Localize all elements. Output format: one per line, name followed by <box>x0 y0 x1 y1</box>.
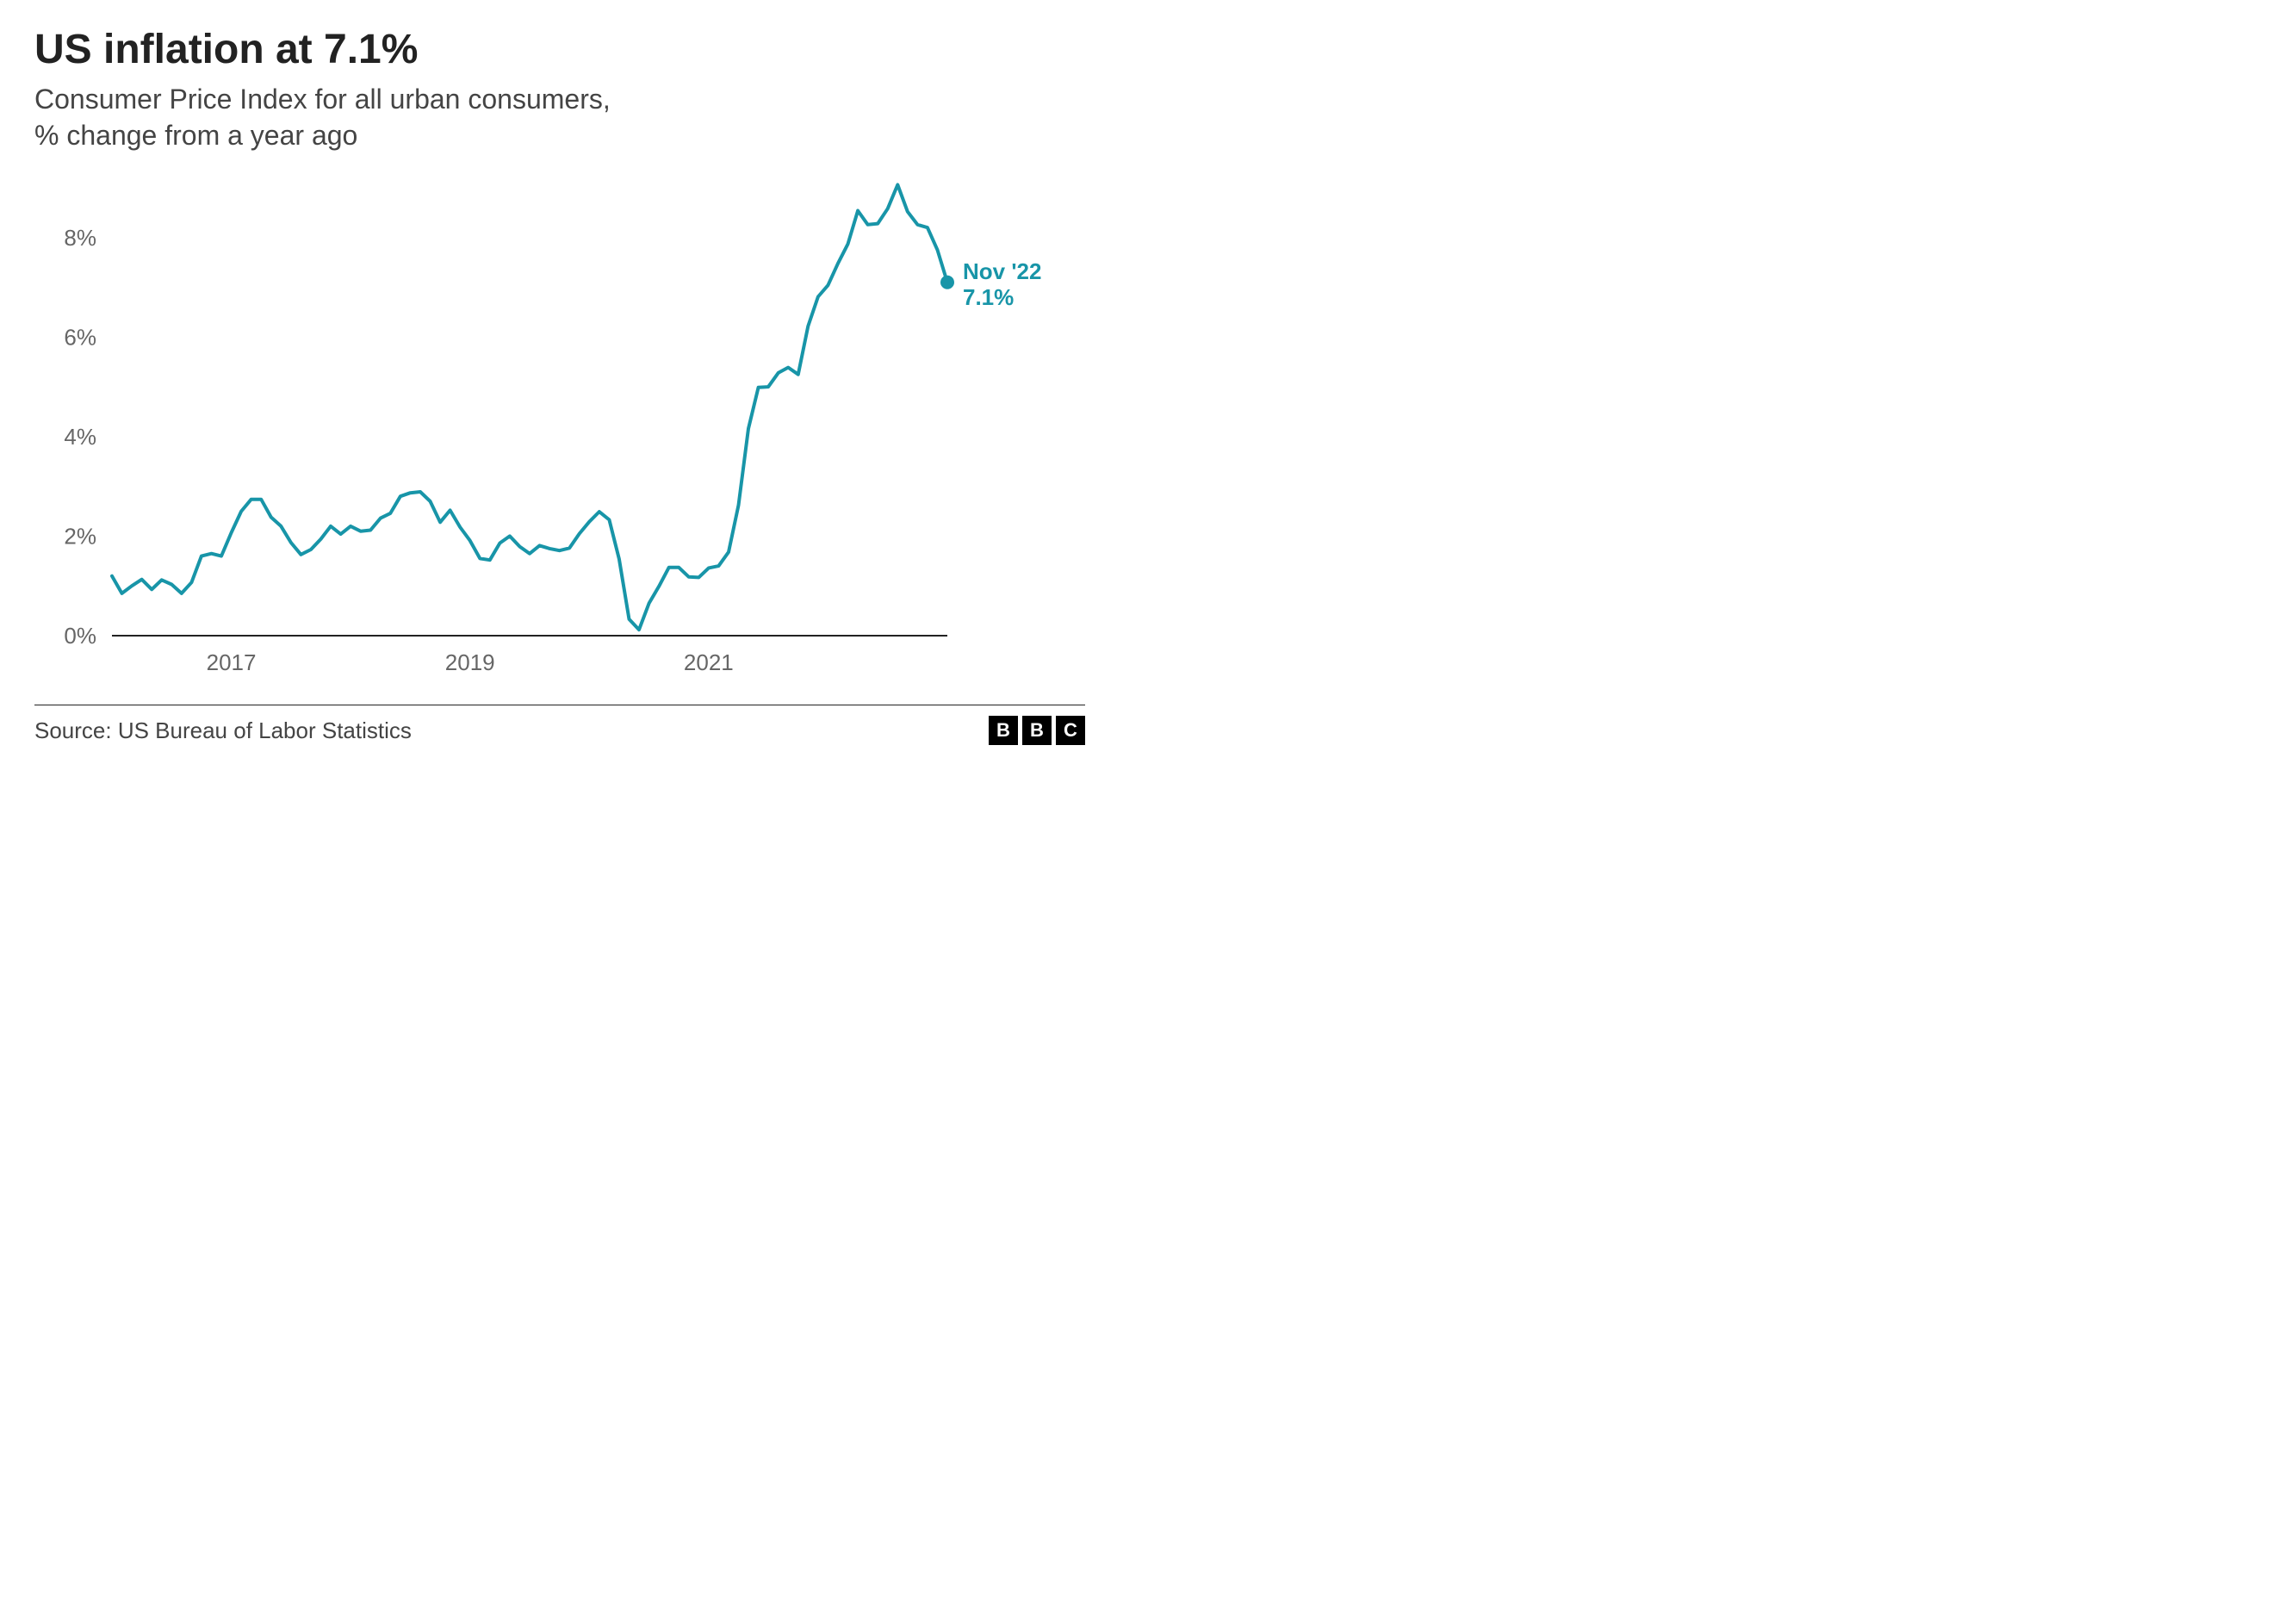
bbc-logo-letter: B <box>1022 716 1052 745</box>
source-text: Source: US Bureau of Labor Statistics <box>34 717 412 744</box>
bbc-logo-letter: C <box>1056 716 1085 745</box>
endpoint-marker <box>940 276 954 289</box>
endpoint-label-line-2: 7.1% <box>963 284 1014 310</box>
x-axis-tick-label: 2017 <box>207 649 257 675</box>
line-chart-svg: 0% 2% 4% 6% 8% 2017 2019 2021 Nov '227.1% <box>34 171 1085 687</box>
subtitle-line-2: % change from a year ago <box>34 120 357 151</box>
x-axis-tick-label: 2021 <box>684 649 734 675</box>
chart-subtitle: Consumer Price Index for all urban consu… <box>34 82 1085 153</box>
y-axis-tick-label: 4% <box>64 424 96 450</box>
y-axis-tick-label: 2% <box>64 524 96 550</box>
y-axis-tick-label: 0% <box>64 623 96 649</box>
endpoint-label-line-1: Nov '22 <box>963 258 1041 284</box>
chart-footer: Source: US Bureau of Labor Statistics BB… <box>34 705 1085 745</box>
y-axis-tick-label: 6% <box>64 325 96 351</box>
x-axis-tick-label: 2019 <box>445 649 495 675</box>
chart-area: 0% 2% 4% 6% 8% 2017 2019 2021 Nov '227.1% <box>34 171 1085 687</box>
subtitle-line-1: Consumer Price Index for all urban consu… <box>34 84 611 115</box>
bbc-logo-letter: B <box>989 716 1018 745</box>
y-axis-tick-label: 8% <box>64 225 96 251</box>
inflation-line <box>112 185 947 630</box>
chart-title: US inflation at 7.1% <box>34 26 1085 73</box>
chart-container: US inflation at 7.1% Consumer Price Inde… <box>0 0 1120 762</box>
bbc-logo: BBC <box>989 716 1085 745</box>
